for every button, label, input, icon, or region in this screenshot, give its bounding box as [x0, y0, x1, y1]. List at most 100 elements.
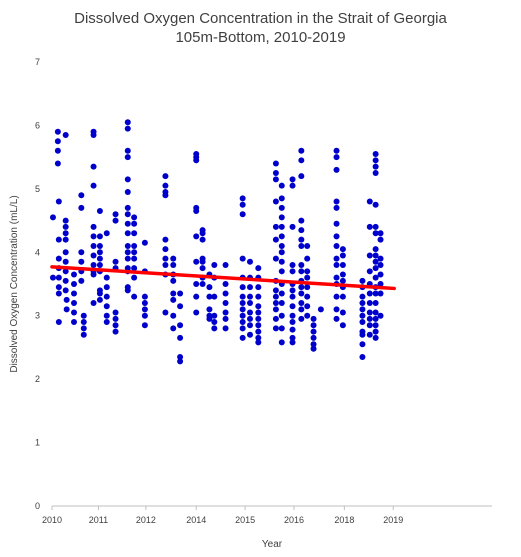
data-point	[247, 315, 253, 322]
data-point	[366, 315, 373, 322]
data-point	[333, 255, 340, 262]
data-point	[124, 147, 131, 154]
data-point	[206, 315, 213, 322]
data-point	[372, 290, 379, 297]
data-point	[372, 163, 379, 170]
y-tick-label: 0	[35, 501, 40, 511]
data-point	[124, 242, 131, 249]
data-point	[62, 258, 69, 265]
data-point	[63, 296, 70, 303]
data-point	[255, 284, 262, 291]
data-point	[170, 290, 177, 297]
data-point	[304, 255, 311, 262]
data-point	[131, 220, 138, 227]
y-tick-label: 3	[35, 311, 40, 321]
data-point	[272, 300, 279, 307]
data-point	[333, 242, 340, 249]
data-point	[103, 312, 110, 319]
data-point	[222, 309, 229, 316]
data-point	[141, 312, 148, 319]
data-point	[177, 322, 184, 329]
data-points	[49, 119, 384, 365]
data-point	[211, 261, 218, 268]
data-point	[239, 325, 246, 332]
y-tick-labels: 0 1 2 3 4 5 6 7	[35, 57, 40, 511]
x-tick-label: 2016	[284, 515, 304, 525]
data-point	[372, 328, 379, 335]
data-point	[96, 249, 103, 256]
data-point	[96, 233, 103, 240]
data-point	[96, 290, 103, 297]
data-point	[272, 198, 279, 205]
data-point	[366, 322, 373, 329]
data-point	[289, 319, 296, 326]
data-point	[162, 173, 169, 180]
data-point	[366, 300, 373, 307]
data-point	[55, 319, 62, 326]
data-point	[333, 293, 340, 300]
data-point	[112, 309, 119, 316]
data-point	[124, 220, 131, 227]
data-point	[339, 246, 346, 253]
data-point	[131, 214, 138, 221]
data-point	[90, 182, 97, 189]
data-point	[162, 192, 169, 199]
data-point	[304, 293, 311, 300]
data-point	[366, 198, 373, 205]
data-point	[54, 138, 61, 145]
data-point	[278, 204, 285, 211]
data-point	[112, 328, 119, 335]
data-point	[339, 261, 346, 268]
data-point	[199, 236, 206, 243]
data-point	[78, 277, 85, 284]
data-point	[255, 293, 262, 300]
data-point	[372, 258, 379, 265]
data-point	[170, 255, 177, 262]
data-point	[366, 268, 373, 275]
data-point	[298, 306, 305, 313]
data-point	[366, 309, 373, 316]
data-point	[103, 284, 110, 291]
data-point	[372, 315, 379, 322]
chart-subtitle: 105m-Bottom, 2010-2019	[175, 29, 346, 46]
data-point	[162, 255, 169, 262]
data-point	[96, 255, 103, 262]
data-point	[272, 293, 279, 300]
data-point	[377, 230, 384, 237]
data-point	[96, 261, 103, 268]
y-tick-label: 6	[35, 120, 40, 130]
data-point	[298, 227, 305, 234]
data-point	[278, 233, 285, 240]
data-point	[359, 277, 366, 284]
x-tick-label: 2011	[89, 515, 108, 525]
data-point	[211, 325, 218, 332]
data-point	[255, 303, 262, 310]
data-point	[377, 281, 384, 287]
x-axis-label: Year	[262, 539, 283, 550]
data-point	[359, 331, 366, 338]
data-point	[359, 353, 366, 360]
y-tick-label: 7	[35, 57, 40, 67]
data-point	[71, 271, 77, 278]
data-point	[78, 192, 85, 199]
data-point	[333, 315, 340, 322]
data-point	[272, 287, 279, 294]
data-point	[71, 300, 77, 307]
data-point	[272, 315, 279, 322]
data-point	[255, 265, 262, 272]
data-point	[239, 284, 246, 291]
data-point	[71, 290, 77, 297]
data-point	[80, 325, 87, 332]
data-point	[206, 293, 213, 300]
data-point	[62, 277, 69, 284]
data-point	[372, 157, 379, 164]
data-point	[62, 230, 69, 237]
data-point	[304, 312, 311, 319]
data-point	[170, 312, 177, 319]
data-point	[377, 255, 384, 262]
data-point	[206, 284, 213, 291]
data-point	[289, 303, 296, 310]
data-point	[141, 322, 148, 329]
data-point	[289, 261, 296, 268]
